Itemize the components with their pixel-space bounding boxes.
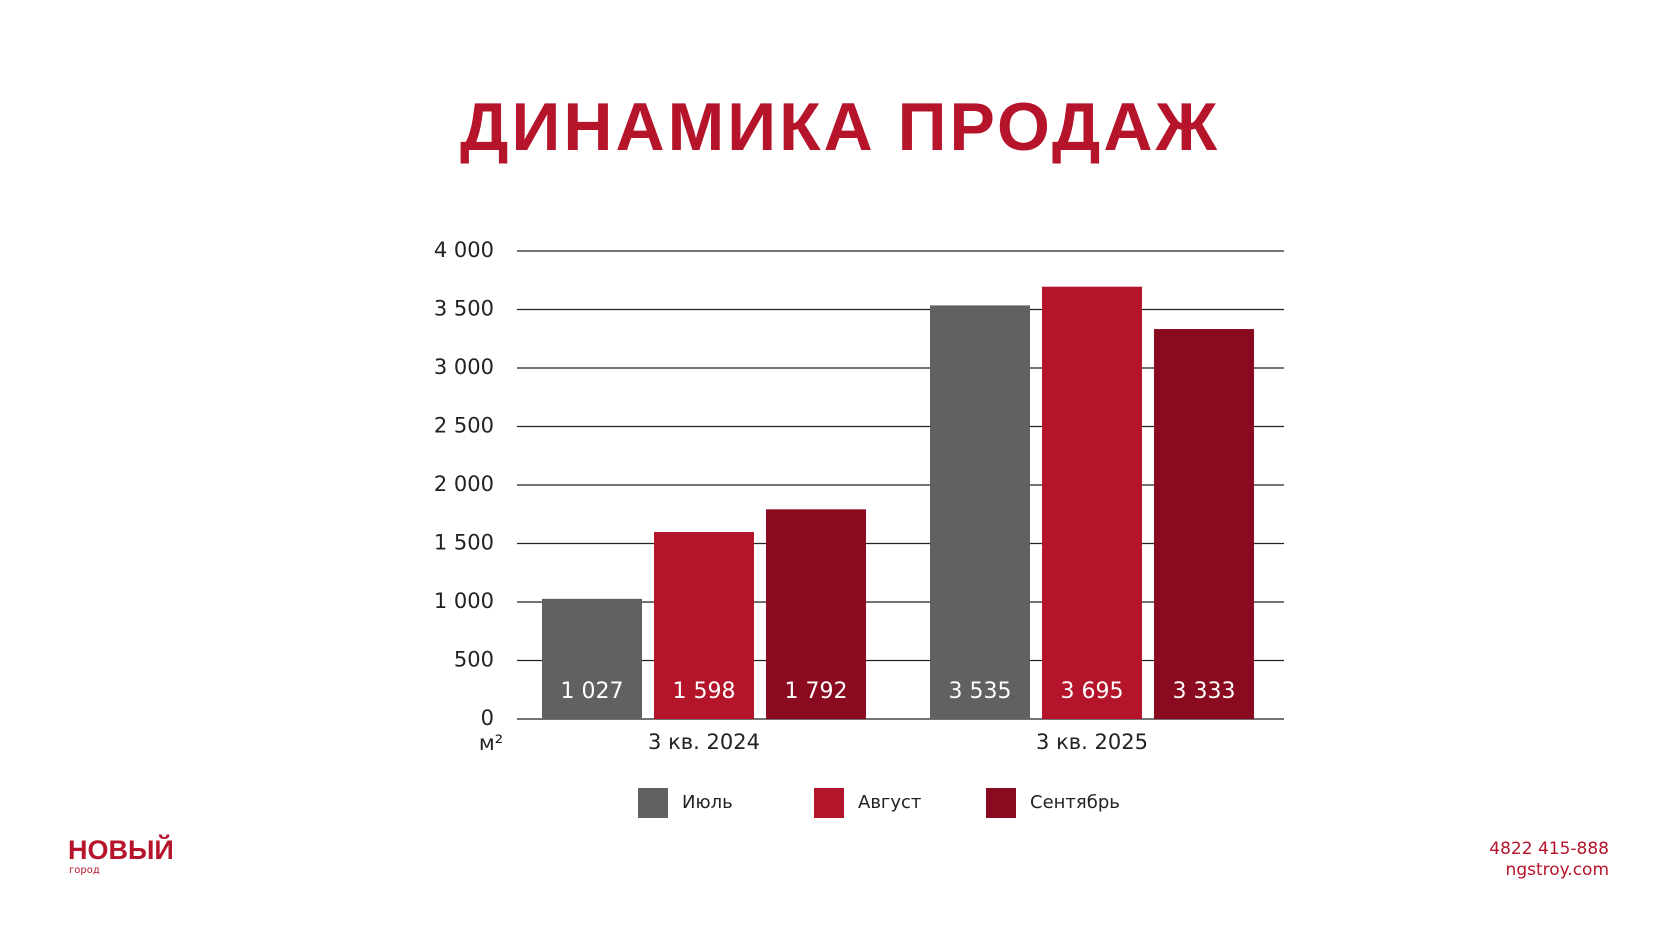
legend-label: Сентябрь bbox=[1030, 792, 1120, 813]
x-tick-label: 3 кв. 2024 bbox=[648, 730, 760, 754]
y-tick-label: 1 500 bbox=[434, 531, 494, 555]
logo-tagline: город bbox=[69, 865, 100, 876]
data-label: 3 535 bbox=[949, 679, 1012, 704]
bar bbox=[930, 305, 1030, 719]
x-tick-label: 3 кв. 2025 bbox=[1036, 730, 1148, 754]
y-tick-label: 500 bbox=[454, 648, 494, 672]
legend-label: Июль bbox=[682, 792, 733, 813]
data-label: 1 598 bbox=[673, 679, 736, 704]
logo: НОВЫЙ bbox=[68, 834, 174, 865]
data-label: 3 695 bbox=[1061, 679, 1124, 704]
legend-swatch bbox=[638, 788, 668, 818]
bar bbox=[654, 532, 754, 719]
y-tick-label: 3 500 bbox=[434, 297, 494, 321]
y-tick-label: 4 000 bbox=[434, 238, 494, 262]
y-tick-label: 2 000 bbox=[434, 472, 494, 496]
legend-swatch bbox=[986, 788, 1016, 818]
y-tick-label: 2 500 bbox=[434, 414, 494, 438]
phone: 4822 415-888 bbox=[1489, 839, 1609, 859]
legend-label: Август bbox=[858, 792, 921, 813]
y-tick-label: 1 000 bbox=[434, 589, 494, 613]
bar bbox=[766, 509, 866, 719]
bar bbox=[542, 598, 642, 719]
data-label: 1 792 bbox=[785, 679, 848, 704]
y-unit: м² bbox=[479, 731, 503, 755]
y-tick-label: 3 000 bbox=[434, 355, 494, 379]
legend-swatch bbox=[814, 788, 844, 818]
bar bbox=[1154, 329, 1254, 719]
bar bbox=[1042, 286, 1142, 719]
data-label: 3 333 bbox=[1173, 679, 1236, 704]
data-label: 1 027 bbox=[561, 679, 624, 704]
y-tick-label: 0 bbox=[481, 706, 494, 730]
chart-title: ДИНАМИКА ПРОДАЖ bbox=[460, 89, 1220, 165]
website: ngstroy.com bbox=[1506, 860, 1609, 880]
